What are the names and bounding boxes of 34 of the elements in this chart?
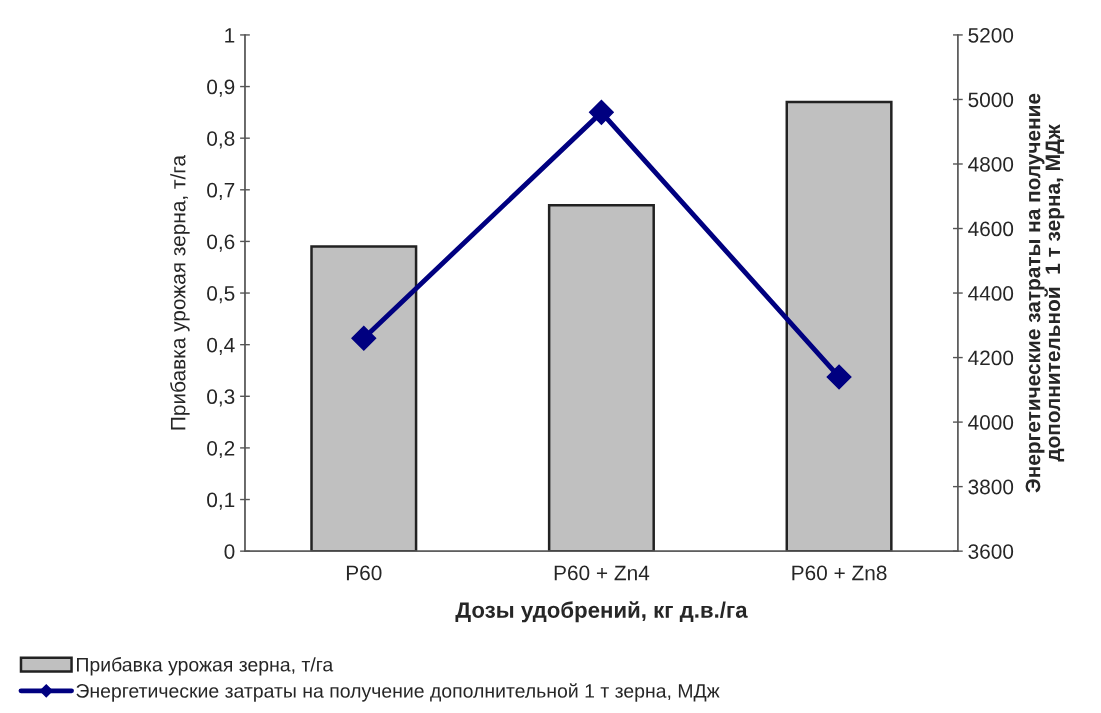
bar <box>310 245 418 552</box>
point <box>826 364 852 390</box>
legend-label: Энергетические затраты на получение дополнительной 1 т зерна, МДж <box>76 683 720 702</box>
y-axis-title: Прибавка урожая зерна, т/га <box>170 154 190 430</box>
y-tick-label: 0,7 <box>207 182 235 201</box>
y2-axis-title: Энергетические затраты на получение дополнительной 1 т зерна, МДж <box>1025 93 1065 493</box>
y-tick-label: 0,3 <box>207 389 235 407</box>
y-tick-label: 0,6 <box>207 234 235 252</box>
y-tick-label: 0,1 <box>207 492 235 510</box>
x-tick-label: P60 + Zn8 <box>792 565 887 581</box>
y2-tick-label: 4200 <box>968 350 1014 366</box>
y-tick-label: 0,9 <box>207 79 235 97</box>
y2-tick-label: 4000 <box>968 415 1014 430</box>
x-axis-title: Дозы удобрений, кг д.в./га <box>455 601 748 623</box>
y-tick-label: 1 <box>225 28 235 43</box>
y2-tick-label: 4800 <box>968 156 1014 172</box>
y-tick-label: 0,8 <box>207 131 235 149</box>
bar <box>547 204 655 552</box>
x-tick-label: P60 + Zn4 <box>554 565 650 581</box>
y-tick-label: 0,2 <box>207 440 235 459</box>
y-tick-label: 0,5 <box>207 286 235 304</box>
y2-tick-label: 5000 <box>968 92 1014 108</box>
y2-tick-label: 4400 <box>968 286 1014 301</box>
y2-tick-label: 3800 <box>968 479 1014 495</box>
y2-tick-label: 5200 <box>968 27 1014 43</box>
y2-tick-label: 4600 <box>968 221 1014 237</box>
point <box>351 325 377 351</box>
bar <box>785 100 893 552</box>
x-tick-label: P60 <box>346 565 382 581</box>
y-tick-label: 0,4 <box>207 337 235 355</box>
y2-tick-label: 3600 <box>968 544 1014 559</box>
legend-label: Прибавка урожая зерна, т/га <box>77 657 334 676</box>
y-tick-label: 0 <box>224 544 235 559</box>
point <box>588 99 614 125</box>
